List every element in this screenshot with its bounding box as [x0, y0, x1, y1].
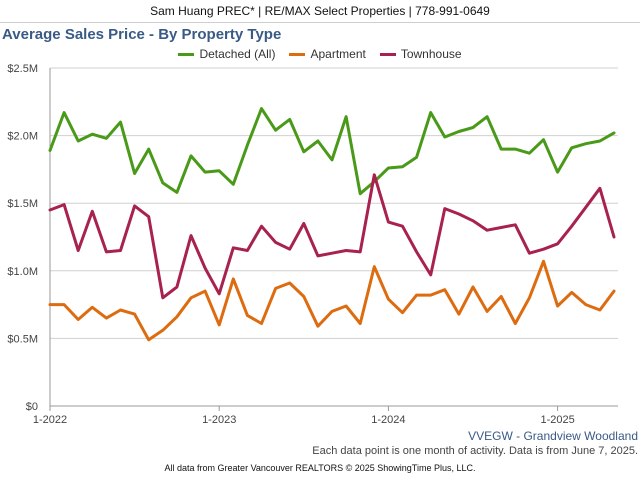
- footer-credit: All data from Greater Vancouver REALTORS…: [164, 463, 476, 473]
- area-label: VVEGW - Grandview Woodland: [468, 429, 638, 443]
- legend-swatch-apartment: [289, 52, 306, 56]
- x-tick-label: 1-2022: [33, 414, 67, 426]
- legend-label-detached: Detached (All): [199, 47, 276, 61]
- y-tick-label: $2.5M: [7, 63, 38, 75]
- x-tick-label: 1-2025: [540, 414, 574, 426]
- legend-item-detached[interactable]: Detached (All): [178, 47, 275, 61]
- x-tick-label: 1-2024: [371, 414, 405, 426]
- series-line-apartment: [48, 259, 616, 342]
- agent-header-text: Sam Huang PREC* | RE/MAX Select Properti…: [150, 4, 490, 18]
- series-line-townhouse: [48, 173, 616, 300]
- y-tick-label: $0.5M: [7, 333, 38, 345]
- legend-item-apartment[interactable]: Apartment: [289, 47, 366, 61]
- agent-header: Sam Huang PREC* | RE/MAX Select Properti…: [0, 0, 640, 23]
- x-tick-label: 1-2023: [202, 414, 236, 426]
- legend-label-apartment: Apartment: [310, 47, 366, 61]
- data-note: Each data point is one month of activity…: [312, 445, 638, 457]
- y-tick-label: $0: [26, 401, 38, 413]
- legend-swatch-townhouse: [379, 52, 396, 56]
- y-tick-label: $1.5M: [7, 198, 38, 210]
- legend-item-townhouse[interactable]: Townhouse: [379, 47, 462, 61]
- y-tick-label: $1.0M: [7, 266, 38, 278]
- legend-label-townhouse: Townhouse: [400, 47, 462, 61]
- legend-swatch-detached: [178, 52, 195, 56]
- chart-title: Average Sales Price - By Property Type: [2, 26, 282, 43]
- series-line-detached: [48, 107, 616, 196]
- y-tick-label: $2.0M: [7, 131, 38, 143]
- chart-legend: Detached (All) Apartment Townhouse: [0, 46, 640, 62]
